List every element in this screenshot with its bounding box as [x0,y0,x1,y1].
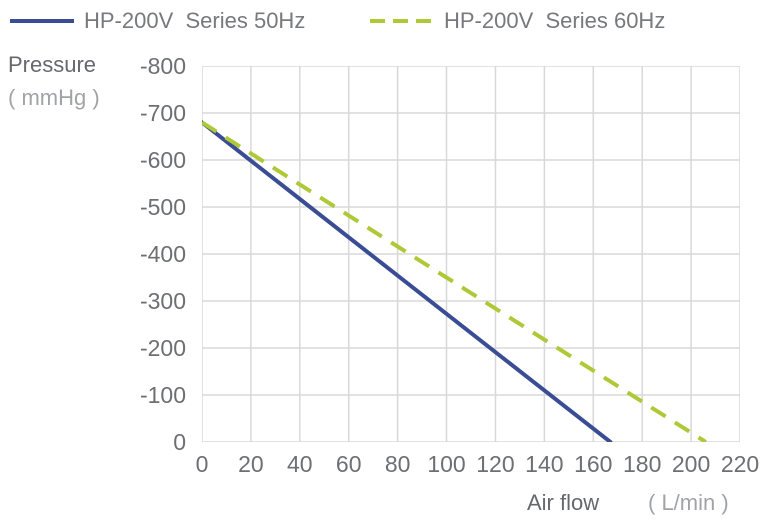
y-tick-label: -400 [139,241,186,267]
x-tick-label: 80 [384,451,411,477]
series-line-50hz [202,120,613,442]
y-tick-label: -300 [139,288,186,314]
y-tick-label: -700 [139,100,186,126]
y-tick-label: -200 [139,335,186,361]
series-line-60hz [202,120,707,442]
series-layer [202,120,707,442]
y-tick-label: 0 [173,429,186,455]
x-axis-unit: ( L/min ) [648,490,729,515]
x-tick-label: 180 [622,451,662,477]
x-tick-label: 160 [574,451,613,477]
y-tick-label: -500 [139,194,186,220]
x-tick-label: 120 [476,451,515,477]
legend-item-60hz: HP-200V Series 60Hz [370,7,700,35]
legend-label-50hz: HP-200V Series 50Hz [84,8,306,33]
x-tick-label: 140 [525,451,564,477]
plot-area [202,66,740,442]
x-tick-label: 100 [427,451,466,477]
y-tick-label: -800 [139,53,186,79]
x-tick-label: 20 [238,451,264,477]
x-tick-label: 200 [671,451,711,477]
legend-line-dashed-icon [370,19,434,23]
y-tick-label: -600 [139,147,186,173]
legend-label-60hz: HP-200V Series 60Hz [444,8,666,33]
x-tick-label: 40 [287,451,313,477]
legend-item-50hz: HP-200V Series 50Hz [10,7,340,35]
legend-line-solid-icon [10,19,74,23]
y-axis-title: Pressure [8,52,97,77]
x-tick-label: 0 [195,451,209,477]
x-axis-title: Air flow [527,490,600,515]
x-tick-label: 220 [720,451,760,477]
y-tick-label: -100 [139,382,186,408]
grid-lines [202,66,740,442]
x-tick-label: 60 [335,451,362,477]
y-axis-unit: ( mmHg ) [8,85,100,110]
